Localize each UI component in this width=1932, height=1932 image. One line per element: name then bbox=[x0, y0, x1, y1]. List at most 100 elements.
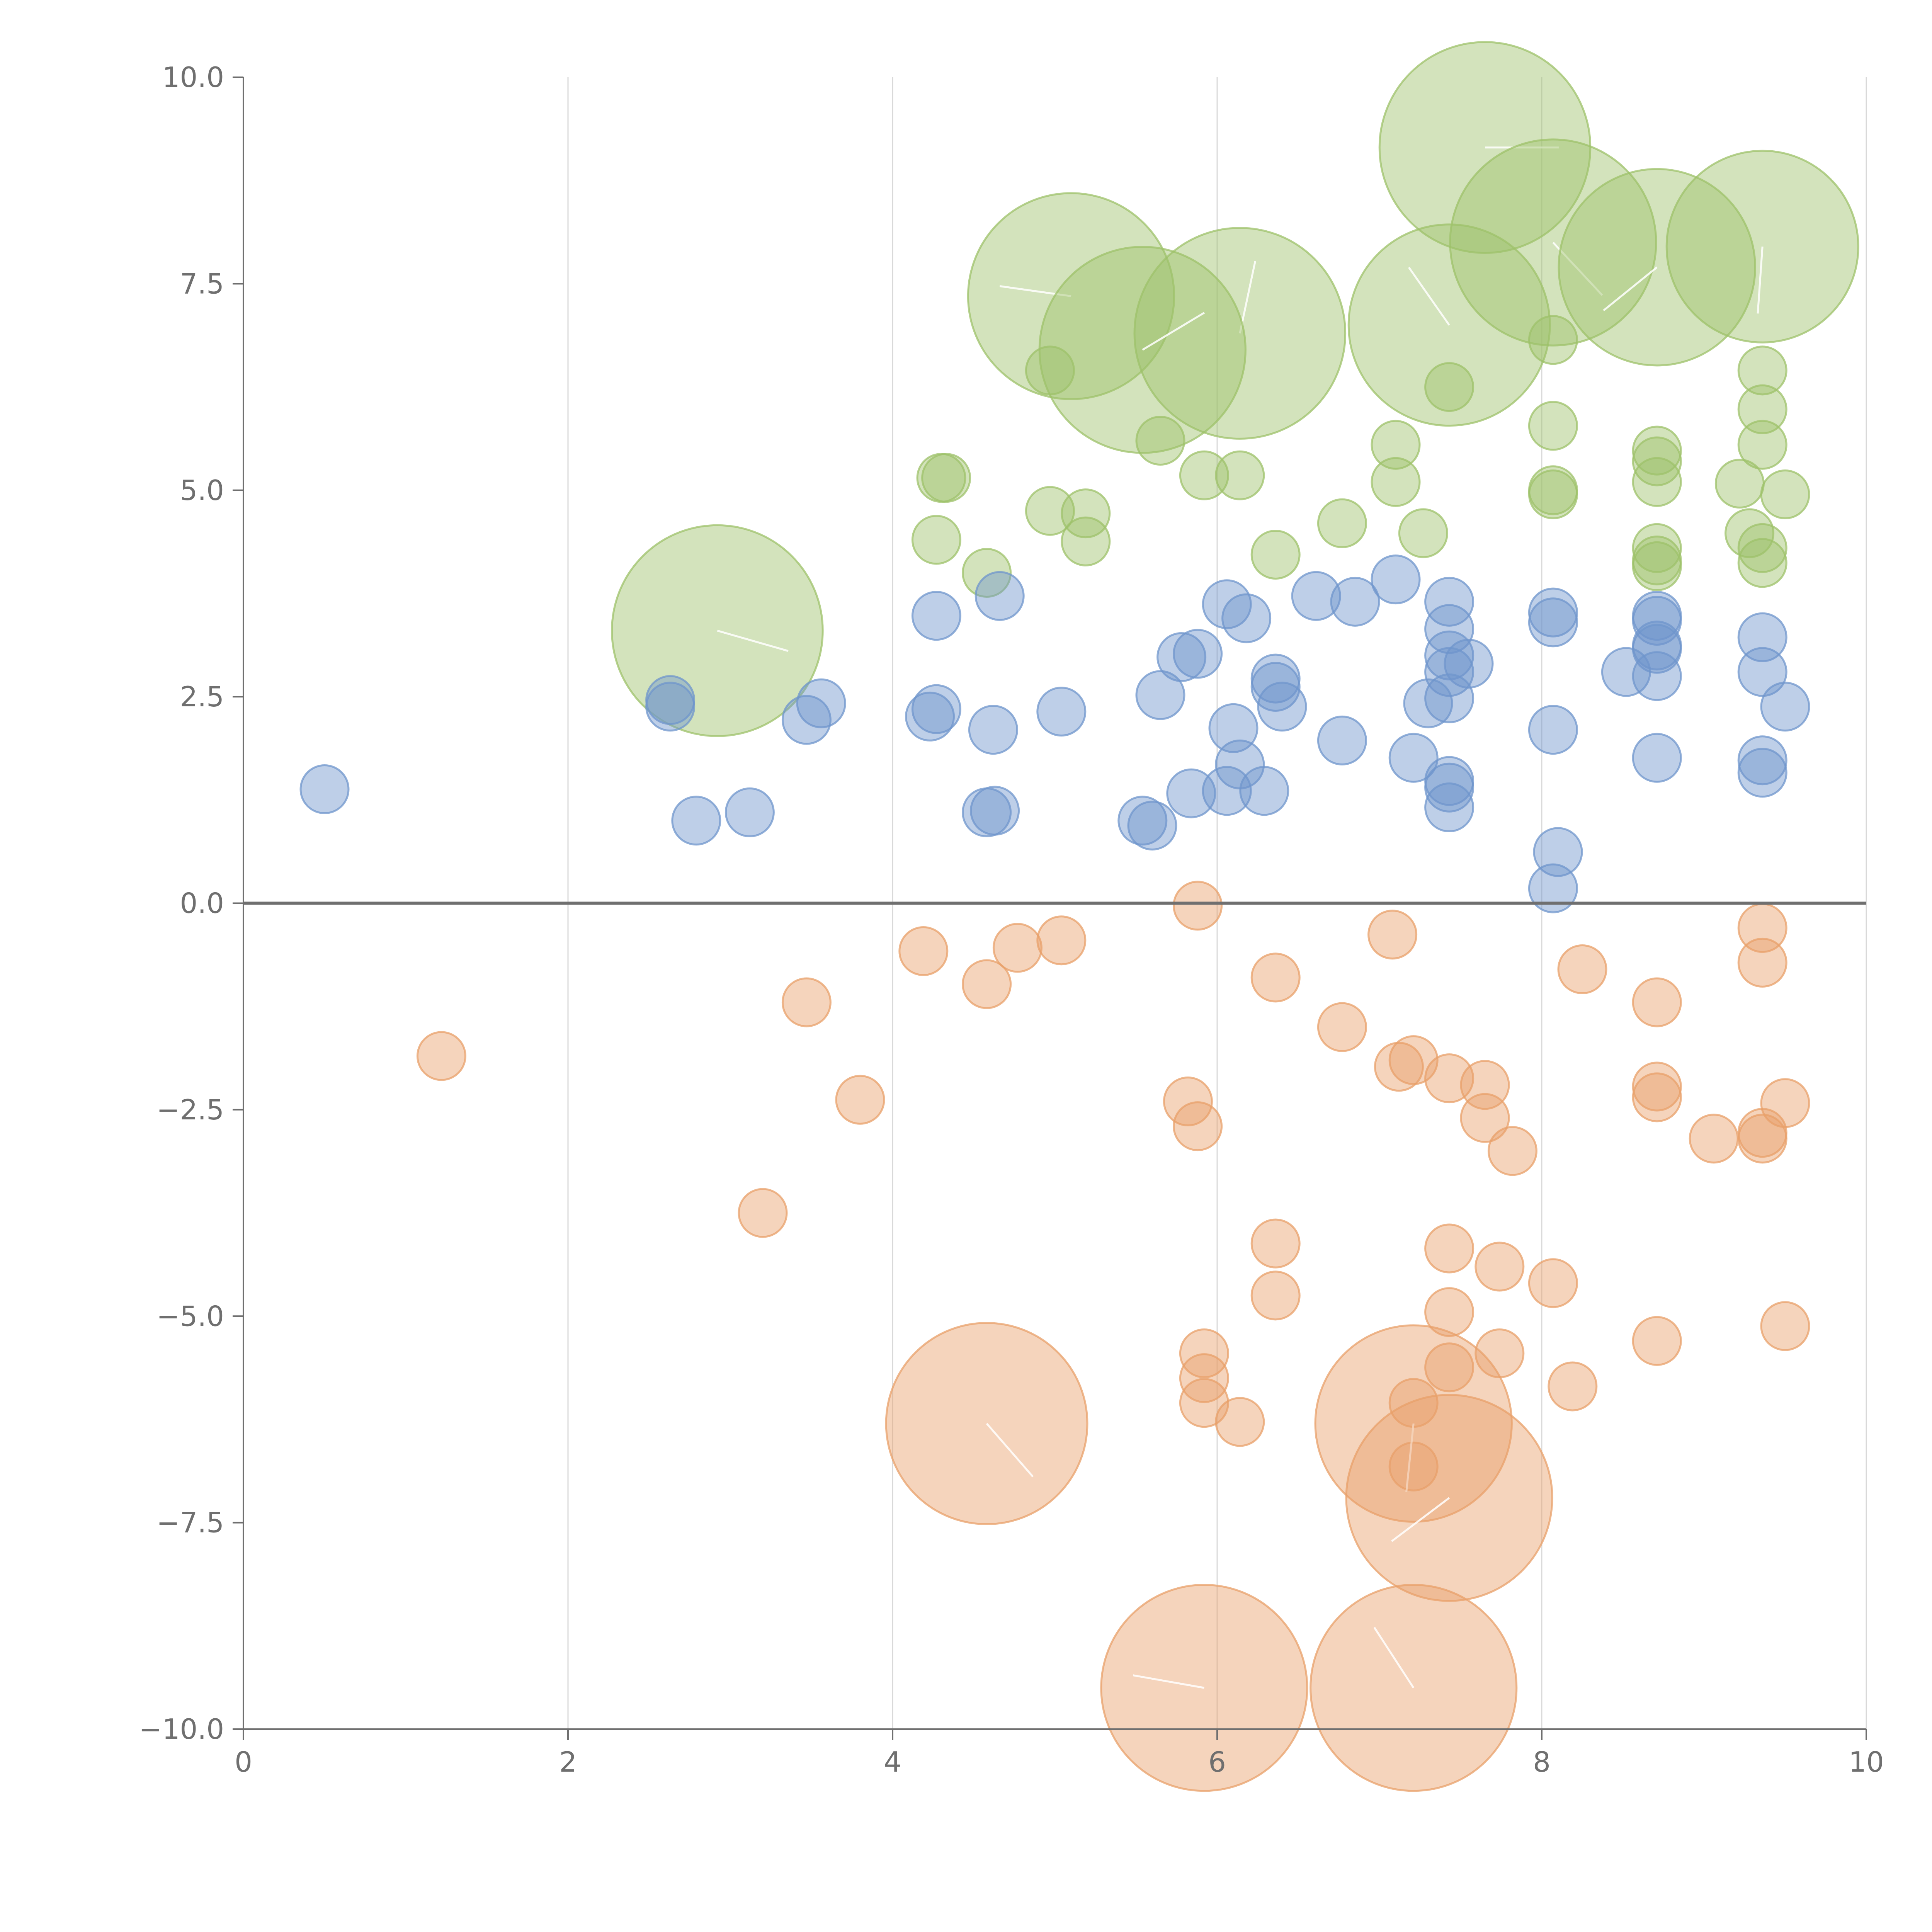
lower-bubble-35 bbox=[1424, 1287, 1475, 1337]
lower-bubble-21 bbox=[1163, 1077, 1213, 1126]
middle-bubble-29 bbox=[796, 678, 846, 728]
lower-bubble-6 bbox=[1737, 937, 1787, 988]
upper-bubble-mark-7 bbox=[1142, 312, 1205, 351]
x-tick-label-4: 8 bbox=[1533, 1746, 1551, 1778]
lower-bubble-33 bbox=[1528, 1258, 1578, 1308]
middle-bubble-11 bbox=[1528, 597, 1578, 648]
x-tick-label-2: 4 bbox=[884, 1746, 901, 1778]
middle-bubble-38 bbox=[1208, 703, 1259, 753]
middle-bubble-22 bbox=[1424, 647, 1475, 697]
upper-bubble-18 bbox=[1632, 425, 1682, 476]
lower-bubble-10 bbox=[781, 977, 832, 1027]
upper-bubble-28 bbox=[1528, 469, 1578, 519]
middle-bubble-31 bbox=[645, 682, 696, 732]
middle-bubble-59 bbox=[1127, 801, 1177, 851]
upper-bubble-24 bbox=[1371, 457, 1421, 507]
middle-bubble-17 bbox=[1424, 630, 1475, 680]
x-tick-label-1: 2 bbox=[559, 1746, 577, 1778]
middle-bubble-52 bbox=[1166, 768, 1216, 818]
middle-bubble-21 bbox=[1737, 647, 1787, 697]
upper-bubble-37 bbox=[1632, 523, 1682, 573]
lower-bubble-29 bbox=[738, 1188, 788, 1238]
middle-bubble-40 bbox=[968, 705, 1018, 755]
lower-bubble-26 bbox=[1689, 1114, 1739, 1164]
y-tick-label-7: 7.5 bbox=[180, 267, 224, 300]
upper-bubble-mark-3 bbox=[1603, 266, 1658, 311]
axis-layer: 0 2 4 6 8 10 −10.0 −7.5 −5.0 −2.5 0.0 2.5 5.0 7.5 10.0 bbox=[139, 61, 1884, 1778]
lower-bubble-36 bbox=[1760, 1301, 1810, 1351]
middle-bubble-30 bbox=[1403, 678, 1453, 728]
lower-bubble-mark-50 bbox=[1133, 1674, 1204, 1689]
middle-bubble-9 bbox=[1221, 593, 1272, 643]
middle-bubble-37 bbox=[781, 695, 832, 745]
lower-bubble-mark-47 bbox=[986, 1423, 1034, 1478]
lower-bubble-34 bbox=[1250, 1270, 1301, 1321]
middle-bubble-49 bbox=[299, 764, 350, 815]
upper-bubble-38 bbox=[1737, 523, 1787, 573]
upper-bubble-7 bbox=[1038, 246, 1247, 454]
lower-bubble-mark-48 bbox=[1405, 1423, 1415, 1492]
upper-bubble-43 bbox=[962, 548, 1012, 598]
upper-bubble-16 bbox=[1371, 420, 1421, 470]
middle-bubble-36 bbox=[905, 691, 955, 742]
middle-bubble-33 bbox=[1257, 682, 1307, 732]
middle-bubble-61 bbox=[1528, 863, 1578, 913]
x-tick-label-3: 6 bbox=[1208, 1746, 1226, 1778]
upper-bubble-35 bbox=[911, 515, 961, 565]
middle-bubble-27 bbox=[1424, 673, 1475, 723]
lower-bubble-40 bbox=[1424, 1342, 1475, 1393]
upper-bubble-41 bbox=[1737, 538, 1787, 588]
upper-bubble-33 bbox=[1398, 508, 1448, 558]
upper-bubble-13 bbox=[1737, 384, 1787, 434]
upper-bubble-21 bbox=[1215, 450, 1265, 500]
upper-bubble-15 bbox=[1135, 416, 1185, 466]
middle-bubble-48 bbox=[1424, 762, 1475, 813]
y-tick-label-4: 0.0 bbox=[180, 887, 224, 920]
lower-bubble-45 bbox=[1215, 1397, 1265, 1447]
lower-bubble-mark-49 bbox=[1391, 1497, 1450, 1542]
upper-bubble-39 bbox=[1250, 529, 1301, 580]
y-tick-label-0: −10.0 bbox=[139, 1713, 224, 1745]
lower-bubble-0 bbox=[1173, 881, 1223, 931]
middle-bubble-57 bbox=[671, 796, 721, 846]
middle-bubble-50 bbox=[1202, 766, 1252, 816]
middle-bubble-23 bbox=[1632, 651, 1682, 701]
upper-bubble-11 bbox=[1737, 345, 1787, 396]
upper-bubble-23 bbox=[921, 453, 971, 503]
lower-bubble-23 bbox=[1460, 1093, 1510, 1143]
upper-bubble-14 bbox=[1528, 401, 1578, 451]
middle-bubble-39 bbox=[1528, 705, 1578, 755]
upper-bubble-42 bbox=[1632, 541, 1682, 591]
lower-bubble-19 bbox=[1632, 1072, 1682, 1122]
upper-bubble-26 bbox=[1714, 459, 1765, 509]
lower-bubble-37 bbox=[1632, 1316, 1682, 1366]
lower-bubble-mark-51 bbox=[1373, 1627, 1415, 1689]
upper-bubble-32 bbox=[1317, 498, 1367, 548]
bubble-layer bbox=[299, 41, 1859, 1792]
upper-bubble-19 bbox=[1632, 436, 1682, 486]
upper-bubble-17 bbox=[1737, 420, 1787, 470]
upper-bubble-9 bbox=[1528, 315, 1578, 365]
middle-bubble-6 bbox=[1528, 587, 1578, 638]
lower-bubble-8 bbox=[1250, 952, 1301, 1003]
upper-bubble-20 bbox=[1179, 450, 1229, 500]
lower-bubble-42 bbox=[1548, 1361, 1598, 1412]
y-tick-label-8: 10.0 bbox=[162, 61, 224, 94]
y-tick-label-6: 5.0 bbox=[180, 474, 224, 507]
lower-bubble-3 bbox=[1036, 915, 1087, 966]
y-tick-label-1: −7.5 bbox=[156, 1507, 224, 1539]
lower-bubble-24 bbox=[1173, 1101, 1223, 1151]
middle-bubble-35 bbox=[1036, 687, 1087, 737]
lower-bubble-46 bbox=[1388, 1441, 1439, 1492]
upper-bubble-25 bbox=[1632, 457, 1682, 507]
lower-bubble-32 bbox=[1475, 1242, 1525, 1292]
lower-bubble-11 bbox=[1632, 977, 1682, 1027]
middle-bubble-58 bbox=[1117, 796, 1168, 846]
middle-bubble-1 bbox=[975, 571, 1025, 621]
middle-bubble-60 bbox=[1533, 827, 1583, 877]
middle-bubble-16 bbox=[1173, 629, 1223, 679]
lower-bubble-12 bbox=[1317, 1002, 1367, 1052]
upper-bubble-mark-1 bbox=[1552, 242, 1603, 296]
